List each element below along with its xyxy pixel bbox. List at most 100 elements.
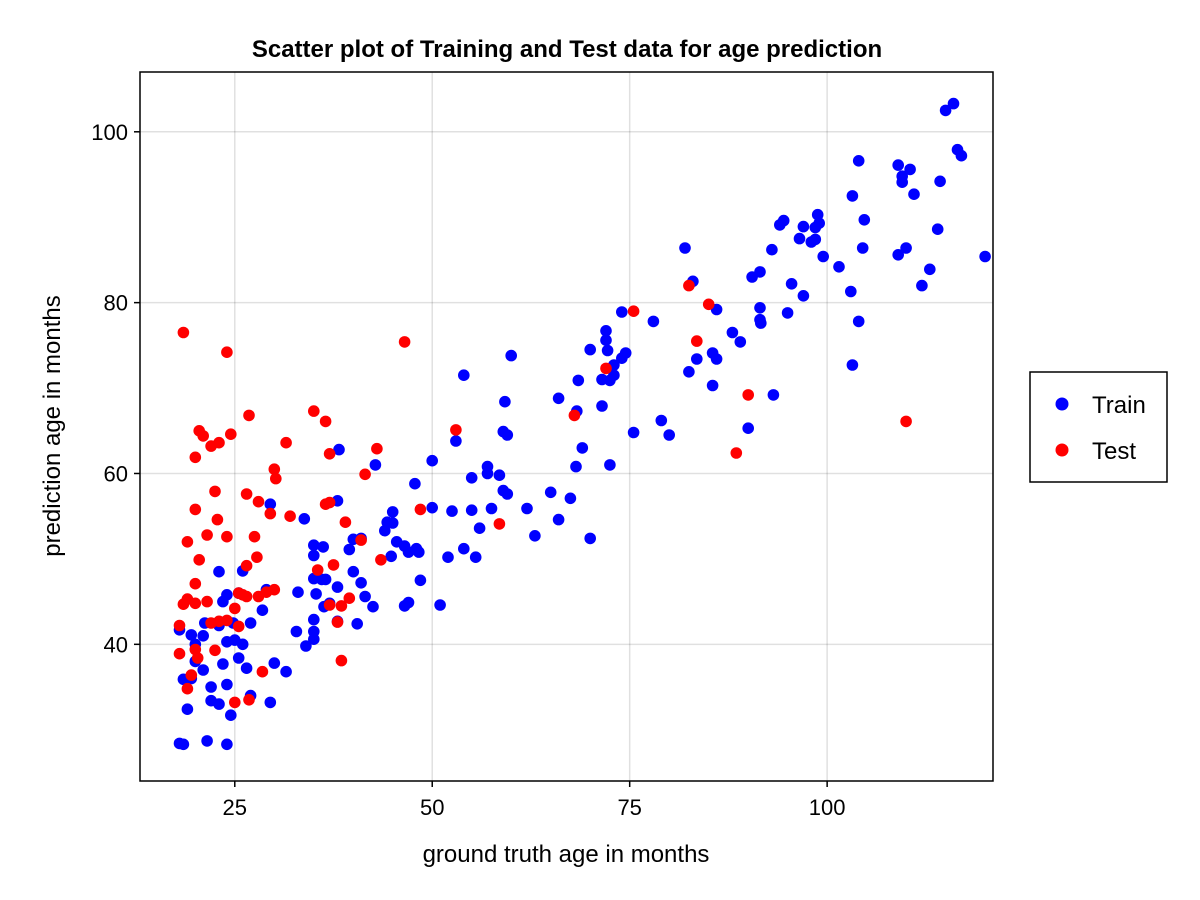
test-point: [229, 696, 241, 709]
train-point: [858, 214, 871, 226]
test-points: [173, 279, 912, 709]
train-point: [947, 97, 960, 110]
legend-box: [1029, 371, 1168, 483]
test-point: [191, 652, 204, 664]
train-point: [298, 513, 311, 525]
test-point: [221, 346, 233, 359]
legend-marker-train: [1055, 397, 1069, 411]
train-point: [177, 738, 190, 751]
train-point: [601, 344, 614, 357]
test-point: [702, 298, 715, 311]
x-tick-label: 75: [617, 795, 641, 820]
test-point: [248, 530, 261, 543]
legend-label-test: Test: [1092, 438, 1136, 465]
train-point: [544, 486, 557, 499]
test-point: [493, 518, 506, 530]
test-point: [280, 436, 292, 449]
test-point: [201, 595, 213, 608]
train-point: [485, 502, 498, 515]
y-axis-label: prediction age in months: [39, 295, 66, 557]
train-point: [852, 315, 865, 328]
train-point: [385, 550, 398, 563]
test-point: [264, 507, 277, 520]
train-point: [892, 159, 904, 171]
train-point: [221, 738, 233, 751]
axis-ticks: 25 50 75 100 40 60 80 100: [91, 120, 845, 820]
test-point: [270, 472, 282, 485]
train-point: [856, 242, 869, 254]
train-point: [359, 590, 371, 603]
y-tick-label: 40: [104, 632, 128, 657]
test-point: [398, 336, 411, 348]
train-point: [331, 581, 344, 593]
test-point: [189, 503, 202, 516]
train-point: [817, 250, 829, 263]
train-point: [446, 505, 458, 517]
train-point: [683, 366, 695, 378]
test-point: [185, 669, 198, 681]
test-point: [256, 665, 269, 678]
test-point: [189, 597, 202, 610]
test-point: [181, 682, 194, 695]
train-point: [584, 343, 596, 356]
test-point: [251, 551, 263, 563]
train-point: [785, 278, 798, 290]
train-point: [742, 422, 754, 435]
test-point: [355, 534, 367, 546]
test-point: [193, 554, 205, 566]
grid-lines: [140, 72, 993, 781]
test-point: [201, 529, 213, 541]
test-point: [268, 583, 281, 596]
train-point: [576, 442, 589, 454]
train-point: [240, 662, 253, 674]
test-point: [359, 468, 371, 481]
train-point: [505, 349, 517, 362]
train-point: [308, 613, 320, 626]
y-tick-label: 80: [104, 291, 128, 316]
train-point: [201, 735, 213, 747]
test-point: [232, 620, 245, 633]
train-point: [290, 625, 303, 638]
train-point: [232, 652, 245, 664]
test-point: [323, 599, 336, 611]
train-point: [845, 285, 857, 298]
train-point: [414, 574, 427, 587]
test-point: [209, 485, 221, 498]
train-point: [781, 307, 794, 319]
train-point: [600, 325, 612, 337]
test-point: [252, 495, 265, 508]
train-point: [300, 640, 312, 652]
test-point: [371, 442, 383, 455]
train-point: [754, 266, 766, 278]
train-point: [256, 604, 269, 616]
test-point: [243, 409, 255, 422]
train-point: [904, 163, 916, 176]
train-point: [217, 658, 229, 670]
train-point: [846, 359, 859, 371]
train-point: [351, 618, 364, 630]
test-point: [683, 279, 695, 292]
train-point: [319, 573, 332, 586]
train-point: [386, 506, 399, 518]
train-point: [434, 599, 446, 611]
train-point: [413, 546, 425, 558]
plot-frame: [139, 71, 994, 782]
test-point: [229, 602, 241, 615]
train-points: [173, 97, 991, 751]
train-point: [908, 188, 920, 200]
train-point: [552, 513, 565, 526]
train-point: [213, 698, 225, 710]
train-point: [570, 460, 582, 473]
test-point: [339, 516, 352, 528]
train-point: [499, 395, 511, 408]
test-point: [221, 530, 233, 543]
train-point: [185, 629, 198, 641]
train-point: [386, 517, 399, 529]
train-point: [655, 414, 668, 427]
train-point: [264, 498, 277, 511]
train-point: [852, 155, 865, 167]
test-point: [319, 415, 332, 428]
test-point: [189, 451, 202, 464]
train-point: [458, 542, 470, 555]
test-point: [240, 559, 253, 572]
